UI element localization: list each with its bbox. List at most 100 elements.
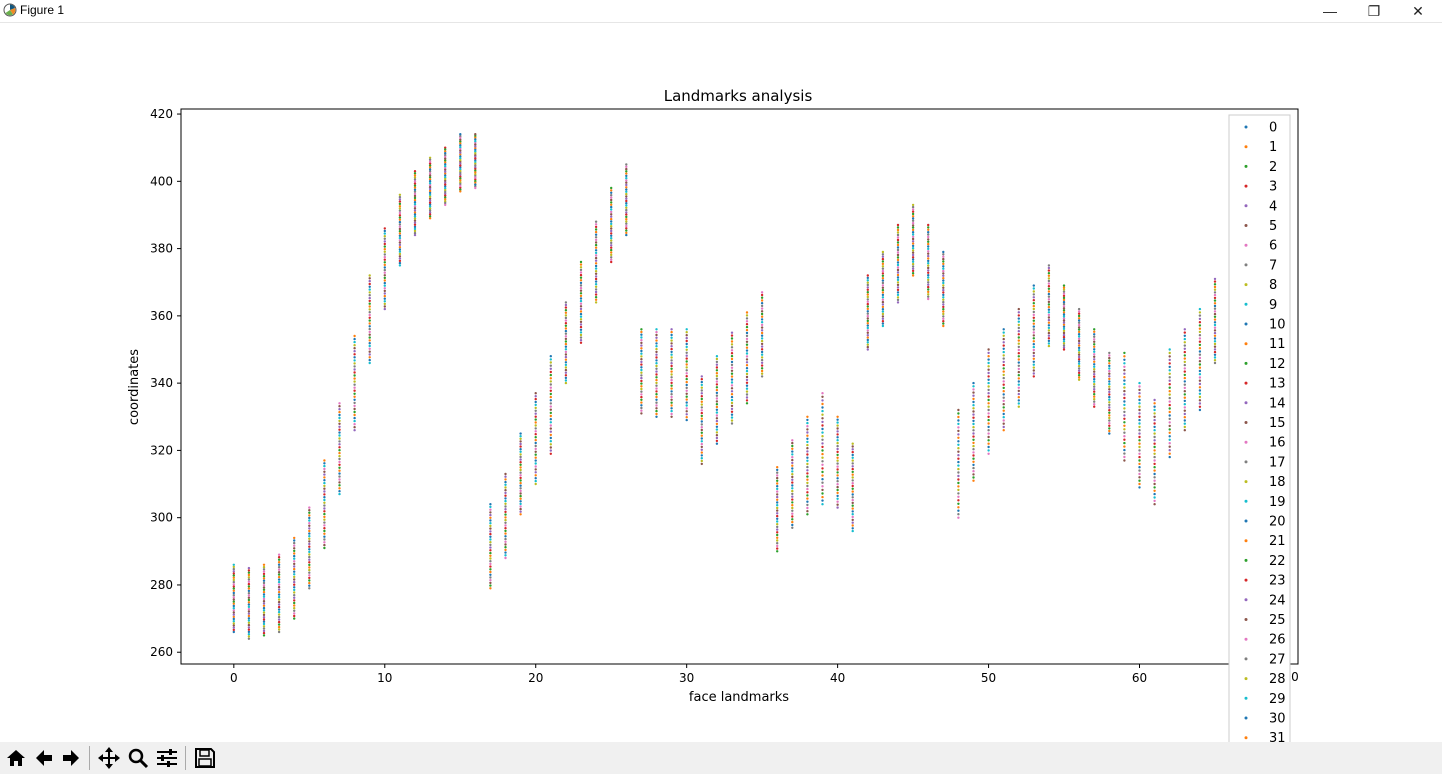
save-button[interactable] — [192, 744, 218, 772]
home-button[interactable] — [3, 744, 29, 772]
scatter-chart[interactable]: Landmarks analysis 0 10 20 30 40 50 60 2602803… — [0, 23, 1442, 756]
data-point — [911, 265, 915, 268]
data-point — [504, 556, 507, 560]
data-point — [232, 622, 235, 625]
data-point — [700, 462, 703, 466]
data-point — [1153, 452, 1156, 455]
data-point — [610, 244, 613, 247]
data-point — [232, 630, 235, 634]
data-point — [1108, 429, 1111, 433]
data-point — [1123, 452, 1126, 455]
data-point — [1002, 350, 1005, 354]
data-point — [745, 399, 749, 402]
data-point — [428, 191, 432, 195]
pan-button[interactable] — [96, 744, 122, 772]
data-point — [444, 148, 447, 151]
data-point — [579, 336, 583, 339]
data-point — [1123, 431, 1126, 434]
legend-label: 17 — [1269, 455, 1286, 470]
data-point — [413, 229, 417, 233]
data-point — [579, 276, 583, 279]
data-point — [911, 262, 915, 266]
data-point — [670, 330, 673, 334]
data-point — [1153, 479, 1156, 482]
x-tick-label-partial: 0 — [1291, 670, 1299, 684]
data-point — [444, 198, 447, 201]
data-point — [1047, 292, 1051, 296]
data-point — [1213, 329, 1217, 332]
data-point — [293, 583, 296, 586]
data-point — [277, 630, 281, 634]
data-point — [1077, 312, 1081, 315]
data-point — [1168, 372, 1171, 375]
data-point — [293, 536, 296, 540]
data-point — [232, 578, 235, 582]
maximize-button[interactable]: ❐ — [1367, 2, 1381, 19]
data-point — [1183, 425, 1187, 429]
data-point — [730, 352, 734, 355]
x-tick-label: 20 — [528, 671, 543, 685]
data-point — [1032, 351, 1036, 355]
data-point — [821, 409, 824, 413]
data-point — [579, 302, 583, 305]
data-point — [1062, 340, 1066, 343]
data-point — [232, 567, 235, 571]
data-point — [851, 442, 854, 445]
data-point — [564, 337, 568, 341]
data-point — [1213, 293, 1217, 297]
data-point — [1108, 380, 1111, 383]
data-point — [670, 384, 673, 387]
data-point — [1138, 412, 1141, 415]
data-point — [247, 576, 251, 579]
data-point — [1062, 327, 1066, 331]
data-point — [715, 388, 719, 392]
data-point — [1032, 363, 1036, 366]
minimize-button[interactable]: — — [1323, 3, 1337, 19]
data-point — [308, 571, 311, 574]
data-point — [277, 605, 281, 609]
data-point — [1047, 298, 1051, 301]
close-button[interactable]: ✕ — [1412, 2, 1424, 19]
data-point — [1017, 342, 1020, 345]
data-point — [489, 522, 492, 525]
data-point — [1077, 317, 1081, 320]
data-point — [519, 466, 522, 469]
forward-button[interactable] — [58, 744, 84, 772]
data-point — [353, 423, 356, 426]
data-point — [1017, 333, 1020, 336]
data-point — [1002, 376, 1005, 380]
data-point — [957, 443, 960, 446]
data-point — [1032, 284, 1036, 287]
data-point — [791, 473, 794, 476]
data-point — [791, 489, 794, 493]
data-point — [1077, 346, 1081, 350]
data-point — [489, 579, 492, 582]
data-point — [504, 508, 507, 511]
data-point — [1077, 333, 1081, 336]
data-point — [610, 220, 613, 223]
data-point — [836, 433, 839, 436]
back-button[interactable] — [31, 744, 57, 772]
data-point — [247, 578, 251, 581]
data-point — [987, 398, 990, 402]
data-point — [745, 402, 749, 405]
data-point — [1153, 418, 1156, 422]
data-point — [700, 437, 703, 440]
data-point — [670, 387, 673, 390]
data-point — [579, 299, 583, 303]
data-point — [1138, 482, 1141, 486]
data-point — [293, 562, 296, 566]
data-point — [1002, 425, 1005, 429]
data-point — [323, 467, 326, 471]
data-point — [1017, 399, 1020, 402]
data-point — [1153, 408, 1156, 412]
configure-subplots-button[interactable] — [154, 744, 180, 772]
x-tick-label: 60 — [1132, 671, 1147, 685]
data-point — [594, 290, 598, 294]
zoom-button[interactable] — [125, 744, 151, 772]
data-point — [806, 478, 809, 481]
data-point — [1138, 455, 1141, 459]
figure-canvas[interactable]: Landmarks analysis 0 10 20 30 40 50 60 260 280 3… — [0, 23, 1442, 756]
data-point — [247, 566, 251, 570]
